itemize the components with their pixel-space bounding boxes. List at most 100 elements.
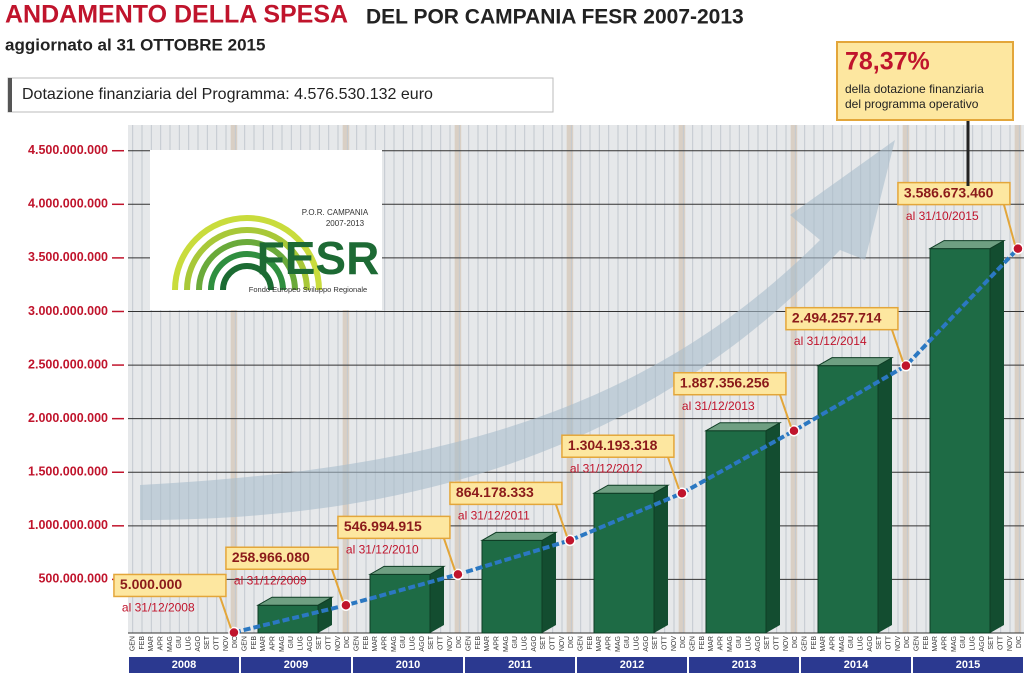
month-label: LUG [522, 636, 529, 650]
year-band [801, 657, 911, 673]
value-label: 864.178.333 [456, 484, 534, 500]
value-label-box [785, 306, 899, 331]
y-tick-label: 4.000.000.000 [28, 197, 108, 211]
month-label: MAR [596, 636, 603, 652]
label-pointer [330, 568, 344, 602]
month-label: APR [606, 636, 613, 650]
bar-top [816, 357, 894, 367]
month-label: FEB [475, 636, 482, 650]
x-tick-label: 2011 [508, 659, 532, 671]
month-label: LUG [858, 636, 865, 650]
bar-top [368, 565, 446, 575]
x-tick-label: 2012 [620, 659, 644, 671]
month-label: MAG [503, 636, 510, 652]
logo-line: 2007-2013 [326, 219, 365, 228]
year-band [129, 657, 239, 673]
month-label: MAG [615, 636, 622, 652]
month-label: OTT [326, 635, 333, 650]
month-label: NOV [1007, 636, 1014, 652]
x-tick-label: 2015 [956, 659, 980, 671]
bar [593, 492, 655, 634]
month-label: MAR [932, 636, 939, 652]
date-label: al 31/12/2008 [122, 601, 195, 615]
bar [929, 248, 991, 634]
month-label: LUG [410, 636, 417, 650]
value-label-box [225, 546, 339, 570]
month-label: GEN [242, 636, 249, 651]
month-label: SET [764, 635, 771, 649]
month-label: DIC [568, 636, 575, 648]
month-label: DIC [792, 636, 799, 648]
month-label: SET [540, 635, 547, 649]
date-label: al 31/12/2012 [570, 461, 643, 475]
callout-text: del programma operativo [845, 97, 979, 111]
date-label: al 31/10/2015 [906, 209, 979, 223]
value-label-box [561, 434, 675, 458]
month-label: MAR [708, 636, 715, 652]
month-label: OTT [214, 635, 221, 650]
month-label: AGO [867, 635, 874, 651]
month-label: OTT [438, 635, 445, 650]
month-label: GIU [736, 636, 743, 648]
month-label: GEN [578, 636, 585, 651]
month-label: OTT [550, 635, 557, 650]
month-label: NOV [559, 636, 566, 652]
month-label: DIC [680, 636, 687, 648]
logo-name: FESR [257, 232, 380, 284]
month-label: NOV [335, 636, 342, 652]
year-stripe [230, 125, 238, 633]
month-label: NOV [223, 636, 230, 652]
value-label: 2.494.257.714 [792, 309, 882, 325]
subtitle: aggiornato al 31 OTTOBRE 2015 [5, 35, 265, 54]
year-band [465, 657, 575, 673]
year-stripe [566, 125, 574, 633]
month-label: APR [942, 636, 949, 650]
bar-top [480, 531, 558, 541]
month-label: MAG [727, 636, 734, 652]
month-label: NOV [671, 636, 678, 652]
month-label: DIC [232, 636, 239, 648]
month-label: GIU [400, 636, 407, 648]
month-label: AGO [419, 635, 426, 651]
date-label: al 31/12/2013 [682, 399, 755, 413]
y-tick-label: 500.000.000 [38, 572, 108, 586]
y-tick-label: 4.500.000.000 [28, 143, 108, 157]
month-label: GIU [624, 636, 631, 648]
point [564, 534, 576, 547]
label-pointer [554, 504, 568, 537]
month-label: FEB [811, 636, 818, 650]
y-tick-label: 1.500.000.000 [28, 465, 108, 479]
x-tick-label: 2009 [284, 659, 308, 671]
month-label: AGO [979, 635, 986, 651]
bar-top [928, 240, 1006, 250]
point [676, 487, 688, 499]
year-band [353, 657, 463, 673]
month-label: OTT [662, 635, 669, 650]
logo: P.O.R. CAMPANIA 2007-2013 FESR Fondo Eur… [150, 150, 382, 310]
logo-line: P.O.R. CAMPANIA [302, 208, 369, 217]
month-label: MAR [148, 636, 155, 652]
month-label: MAR [260, 636, 267, 652]
month-label: MAR [372, 636, 379, 652]
month-label: GIU [960, 636, 967, 648]
bar-side [542, 532, 556, 633]
label-pointer [218, 596, 232, 629]
month-label: MAG [951, 636, 958, 652]
month-label: MAG [167, 636, 174, 652]
month-label: AGO [195, 635, 202, 651]
month-label: GEN [130, 636, 137, 651]
month-label: GIU [512, 636, 519, 648]
label-pointer [666, 456, 680, 490]
bar-top [592, 484, 670, 494]
year-stripe [454, 125, 462, 633]
y-tick-label: 2.000.000.000 [28, 411, 108, 425]
bar-side [430, 566, 444, 633]
trend-line [233, 247, 1020, 635]
trend-arrow [140, 140, 895, 520]
month-label: FEB [363, 636, 370, 650]
month-label: AGO [531, 635, 538, 651]
month-label: NOV [895, 636, 902, 652]
month-label: GEN [914, 636, 921, 651]
value-label-box [673, 371, 787, 396]
